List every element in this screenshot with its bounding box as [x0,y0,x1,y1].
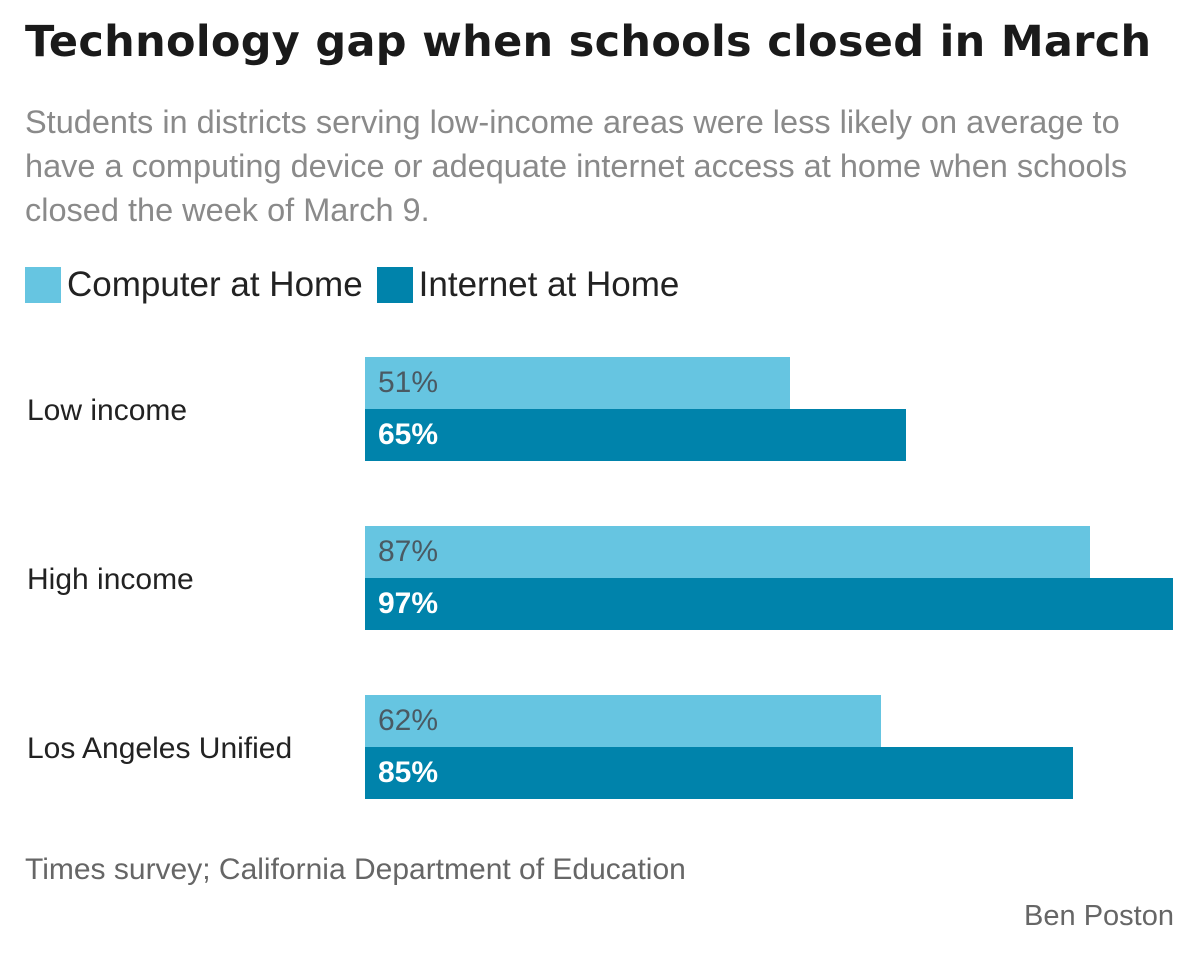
bar-internet-high-income [365,578,1173,630]
category-label-high-income: High income [27,563,194,596]
legend-label-computer: Computer at Home [67,264,363,304]
value-label-internet-los-angeles-unified: 85% [378,756,438,789]
legend: Computer at Home Internet at Home [25,262,693,307]
bar-computer-low-income [365,357,790,409]
category-label-low-income: Low income [27,394,187,427]
chart-title: Technology gap when schools closed in Ma… [25,17,1152,67]
legend-swatch-internet [376,266,413,303]
bar-internet-low-income [365,409,906,461]
legend-item-internet: Internet at Home [376,264,680,305]
author-credit: Ben Poston [1024,900,1174,932]
bar-computer-high-income [365,526,1090,578]
value-label-computer-los-angeles-unified: 62% [378,704,438,737]
legend-label-internet: Internet at Home [418,264,680,304]
value-label-internet-high-income: 97% [378,587,438,620]
value-label-internet-low-income: 65% [378,418,438,451]
bar-internet-los-angeles-unified [365,747,1073,799]
value-label-computer-low-income: 51% [378,366,438,399]
value-label-computer-high-income: 87% [378,535,438,568]
legend-item-computer: Computer at Home [25,265,363,305]
chart-subtitle: Students in districts serving low-income… [25,104,1128,228]
source-note: Times survey; California Department of E… [25,853,686,886]
bar-computer-los-angeles-unified [365,695,881,747]
category-label-los-angeles-unified: Los Angeles Unified [27,732,292,765]
legend-swatch-computer [25,266,61,303]
